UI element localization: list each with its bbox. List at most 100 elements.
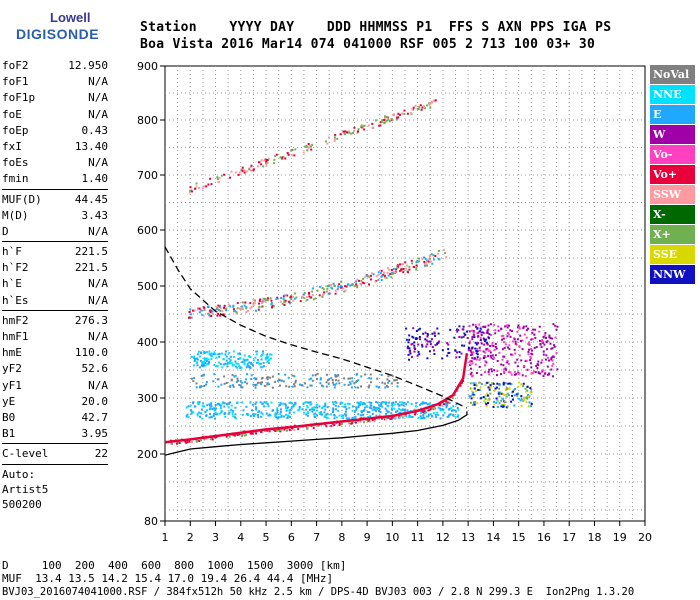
echo-point <box>235 311 238 314</box>
echo-point <box>194 358 197 361</box>
echo-point <box>243 169 246 172</box>
parameter-panel: foF2 12.950 foF1 N/A foF1p N/A foE N/A foEp 0.43 f… <box>2 58 108 512</box>
echo-point <box>517 397 520 400</box>
echo-point <box>484 384 487 387</box>
trace-point <box>451 397 454 400</box>
echo-point <box>263 401 266 404</box>
echo-point <box>250 374 253 377</box>
echo-point <box>192 356 195 359</box>
echo-point <box>267 414 270 417</box>
echo-point <box>471 338 474 341</box>
echo-point <box>214 404 217 406</box>
echo-point <box>502 334 505 337</box>
echo-point <box>202 362 205 365</box>
echo-point <box>392 401 395 404</box>
echo-point <box>491 354 494 357</box>
echo-point <box>529 362 532 365</box>
echo-point <box>190 409 192 412</box>
echo-point <box>342 287 345 290</box>
echo-point <box>501 397 504 400</box>
echo-point <box>208 350 211 353</box>
echo-point <box>484 394 487 397</box>
echo-point <box>286 416 289 419</box>
echo-point <box>411 262 414 265</box>
echo-point <box>507 382 510 385</box>
echo-point <box>427 340 430 343</box>
curve-topside <box>164 246 468 409</box>
echo-point <box>428 103 431 106</box>
echo-point <box>542 375 545 378</box>
echo-point <box>400 409 403 411</box>
echo-point <box>520 398 523 401</box>
echo-point <box>269 376 271 379</box>
echo-point <box>504 388 507 391</box>
echo-point <box>498 384 501 387</box>
echo-point <box>357 386 359 389</box>
echo-point <box>231 362 233 365</box>
echo-point <box>291 385 294 388</box>
echo-point <box>281 157 284 160</box>
echo-point <box>370 404 373 407</box>
echo-point <box>359 403 362 406</box>
echo-point <box>334 375 337 378</box>
echo-point <box>511 353 514 356</box>
echo-point <box>240 308 242 310</box>
echo-point <box>219 304 222 307</box>
echo-point <box>247 310 249 312</box>
echo-point <box>202 314 205 317</box>
echo-point <box>470 360 473 363</box>
param-separator <box>2 309 108 311</box>
trace-point <box>178 442 181 444</box>
echo-point <box>210 403 213 406</box>
param-row: fmin 1.40 <box>2 171 108 187</box>
echo-point <box>263 300 266 303</box>
echo-point <box>475 383 478 386</box>
echo-point <box>475 343 478 346</box>
echo-point <box>250 362 252 365</box>
echo-point <box>254 402 257 405</box>
trace-point <box>276 429 279 432</box>
echo-point <box>256 165 259 168</box>
echo-point <box>207 358 210 361</box>
echo-point <box>294 381 297 384</box>
echo-point <box>368 406 371 409</box>
echo-point <box>435 416 438 419</box>
echo-point <box>490 333 492 336</box>
echo-point <box>524 387 527 390</box>
echo-point <box>502 337 505 340</box>
echo-point <box>326 379 329 382</box>
param-value: N/A <box>88 91 108 105</box>
echo-point <box>355 406 358 409</box>
echo-point <box>511 398 514 401</box>
echo-point <box>528 341 530 344</box>
legend-item-vominus: Vo- <box>650 145 695 164</box>
echo-point <box>436 342 439 345</box>
echo-point <box>356 401 359 404</box>
echo-point <box>506 335 509 338</box>
echo-point <box>287 153 290 156</box>
echo-point <box>372 273 375 276</box>
echo-point <box>217 313 220 315</box>
echo-point <box>218 352 221 355</box>
echo-point <box>415 261 418 264</box>
echo-point <box>429 343 432 346</box>
trace-point <box>369 420 372 423</box>
echo-point <box>330 377 333 380</box>
echo-point <box>386 271 389 274</box>
echo-point <box>350 386 353 389</box>
echo-point <box>290 149 293 152</box>
trace-point <box>185 441 188 444</box>
echo-point <box>415 402 418 405</box>
echo-point <box>514 388 517 390</box>
echo-point <box>490 368 493 371</box>
echo-point <box>395 378 398 381</box>
echo-point <box>369 274 372 277</box>
echo-point <box>266 383 269 386</box>
echo-point <box>208 352 211 355</box>
echo-point <box>510 383 513 386</box>
echo-point <box>529 387 532 390</box>
param-value: 44.45 <box>74 192 108 206</box>
param-name: yF1 <box>2 378 22 392</box>
echo-point <box>447 348 450 351</box>
echo-point <box>552 362 555 365</box>
